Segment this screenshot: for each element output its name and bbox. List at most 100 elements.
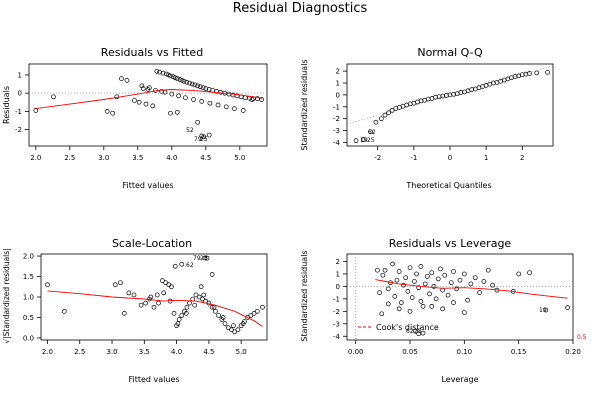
data-point [418,299,424,304]
data-point [401,282,406,288]
x-axis-ticks: 2.0 2.5 3.0 3.5 4.0 4.5 5.0 [30,146,245,162]
smooth-line [47,290,263,327]
x-tick-label: 1 [484,154,488,162]
data-point [33,108,39,113]
data-point [191,97,196,102]
data-point [193,292,199,298]
data-point [260,304,265,310]
data-point [216,313,221,318]
data-point [235,327,241,333]
data-point [61,308,67,314]
data-point [545,69,550,75]
data-point [195,119,200,125]
y-tick-label: -3 [333,320,340,328]
data-point [445,292,451,298]
data-point [259,97,264,102]
data-point [490,282,495,288]
x-axis-label: Fitted values [122,181,173,190]
data-point [390,261,395,267]
data-point [405,289,411,294]
data-point [451,300,456,305]
y-tick-label: -1 [333,295,340,303]
qq-reference-line [346,65,554,125]
data-point [176,93,181,99]
x-tick-label: 3.0 [106,348,117,356]
y-axis-ticks: 0.0 0.5 1.0 1.5 2.0 [23,253,41,342]
data-point [189,81,195,87]
data-point [457,277,463,283]
data-point [403,275,409,281]
data-point [190,296,196,302]
data-points [45,255,265,335]
data-point [245,315,250,320]
y-tick-label: -2 [333,308,340,316]
y-tick-label: 0.0 [23,334,34,342]
y-axis-ticks: -4 -3 -2 -1 0 1 2 [333,258,347,341]
y-axis-ticks: -4 -3 -2 -1 0 1 2 [333,68,347,147]
data-point [543,307,549,313]
data-point [183,95,188,101]
data-point [150,103,156,109]
y-tick-label: 1 [336,270,340,278]
panel-title: Residuals vs Fitted [101,46,203,59]
x-axis-label: Theoretical Quantiles [405,181,491,190]
y-tick-label: 2 [336,258,340,266]
data-point [409,295,415,300]
data-point [163,280,168,286]
lowess-smooth-line [375,279,568,299]
data-point [413,328,418,334]
data-point [477,290,482,295]
data-point [461,310,467,315]
x-tick-label: 3.5 [139,348,150,356]
x-tick-label: 0.20 [565,348,581,356]
data-point [485,267,491,273]
plot-frame [40,253,268,341]
data-point [131,292,137,298]
y-tick-label: -4 [333,333,341,341]
data-point [175,321,181,326]
data-point [394,277,400,283]
x-tick-label: 4.5 [203,348,214,356]
data-point [140,86,146,91]
data-point [195,83,200,89]
data-point [516,271,522,277]
y-axis-label: Standardized residuals [300,250,309,341]
y-axis-label: Standardized residuals [300,59,309,150]
data-point [229,327,234,333]
data-point [396,269,402,274]
data-point [416,331,422,337]
data-point [187,80,192,86]
x-axis-ticks: 2.0 2.5 3.0 3.5 4.0 4.5 5.0 [42,340,247,356]
x-tick-label: 2.0 [30,154,41,162]
data-point [433,296,439,302]
data-point [461,271,467,277]
data-point [232,329,238,335]
x-tick-label: 0 [448,154,452,162]
data-point [448,280,454,286]
cooks-contour-label: 0.5 [577,334,587,341]
x-axis-label: Leverage [441,375,478,384]
data-point [465,297,470,303]
data-point [379,311,385,317]
data-point [169,284,174,290]
data-point [418,264,424,269]
data-point [172,263,178,269]
data-point [151,304,157,310]
data-point [375,267,380,273]
data-point [168,73,173,79]
data-point [204,255,210,261]
data-point [377,290,382,295]
data-point [407,308,413,314]
smooth-line [375,279,568,299]
data-point [422,281,428,287]
y-axis-ticks: -2 -1 0 1 [15,71,29,134]
data-point [429,303,435,309]
data-point [206,132,212,138]
data-point [132,98,137,103]
data-point [110,110,115,116]
data-point [126,290,132,296]
data-point [192,302,198,308]
data-point [196,294,202,300]
data-point [442,272,448,278]
data-point [220,315,226,320]
